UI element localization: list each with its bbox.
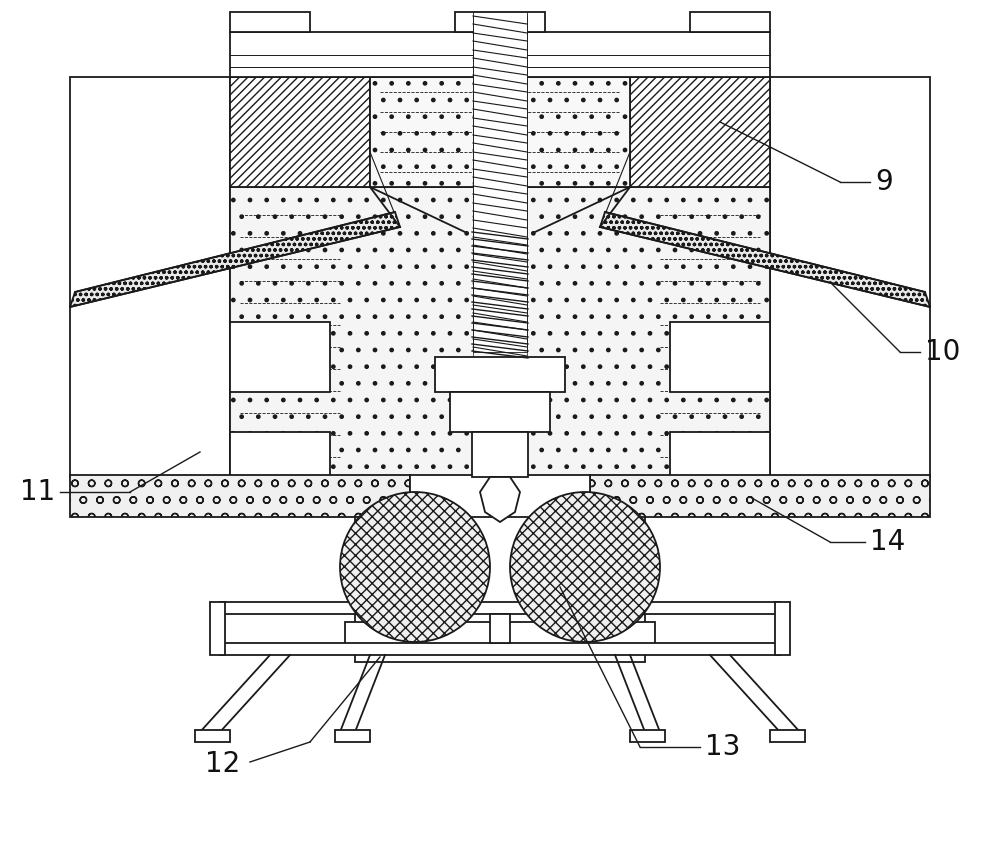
Bar bbox=[220, 643, 780, 655]
Bar bbox=[435, 357, 565, 392]
Bar bbox=[590, 475, 930, 517]
Text: 9: 9 bbox=[875, 168, 893, 196]
Circle shape bbox=[340, 492, 490, 642]
Bar bbox=[230, 432, 330, 477]
Text: 10: 10 bbox=[925, 338, 960, 366]
Text: 12: 12 bbox=[205, 750, 240, 778]
Text: 13: 13 bbox=[705, 733, 740, 761]
Bar bbox=[472, 432, 528, 477]
Bar bbox=[70, 77, 230, 477]
Bar bbox=[410, 475, 590, 517]
Polygon shape bbox=[630, 77, 770, 187]
Text: 14: 14 bbox=[870, 528, 905, 556]
Bar bbox=[770, 77, 930, 477]
Bar bbox=[370, 77, 630, 187]
Bar bbox=[355, 477, 645, 662]
Bar bbox=[490, 614, 510, 643]
Bar bbox=[473, 12, 527, 352]
Bar bbox=[775, 602, 790, 655]
Bar bbox=[230, 12, 310, 32]
Bar bbox=[230, 187, 770, 477]
Polygon shape bbox=[70, 212, 400, 307]
Bar bbox=[230, 32, 770, 77]
Bar bbox=[210, 602, 225, 655]
Bar bbox=[450, 392, 550, 432]
Text: 11: 11 bbox=[20, 478, 55, 506]
Bar bbox=[670, 322, 770, 392]
Bar bbox=[630, 730, 665, 742]
Bar bbox=[230, 322, 330, 392]
Bar bbox=[670, 432, 770, 477]
Polygon shape bbox=[230, 77, 370, 187]
Bar bbox=[70, 475, 410, 517]
Bar bbox=[770, 730, 805, 742]
Circle shape bbox=[510, 492, 660, 642]
Bar bbox=[455, 12, 545, 32]
Bar bbox=[220, 602, 780, 614]
Bar bbox=[335, 730, 370, 742]
Polygon shape bbox=[480, 477, 520, 522]
Bar bbox=[195, 730, 230, 742]
Bar bbox=[690, 12, 770, 32]
Polygon shape bbox=[600, 212, 930, 307]
Bar bbox=[345, 622, 655, 647]
